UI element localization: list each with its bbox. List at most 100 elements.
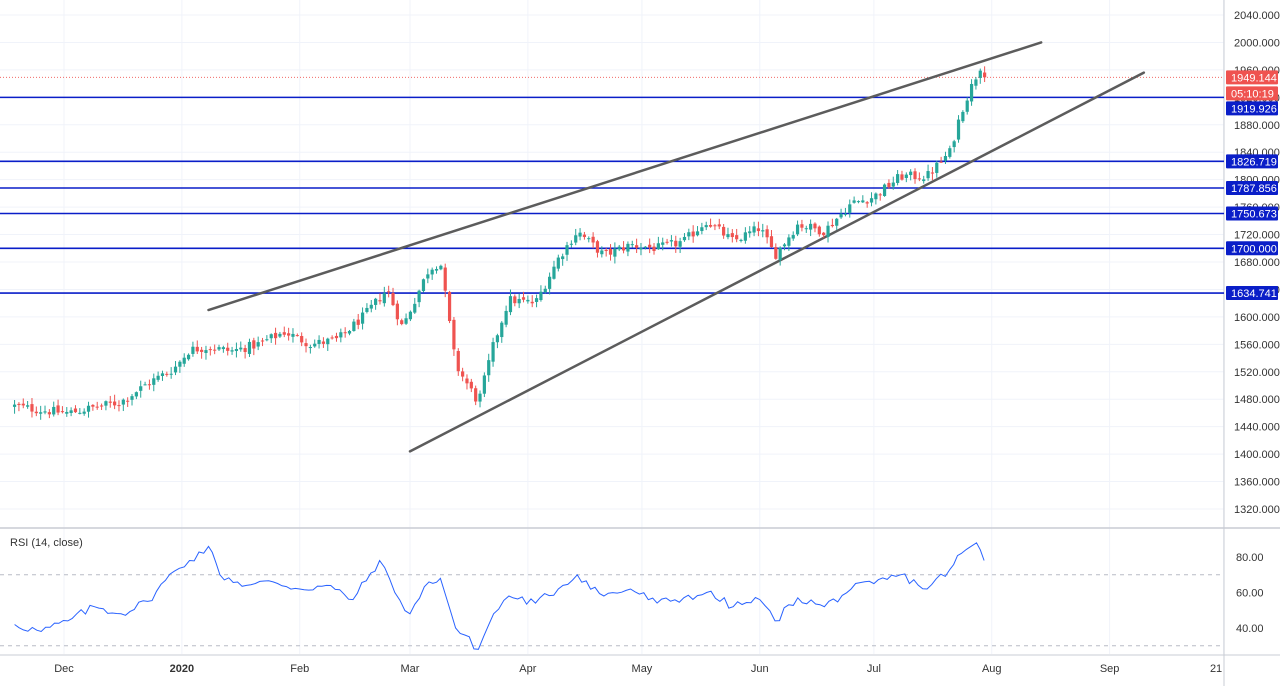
candle bbox=[204, 345, 208, 360]
price-tick-label: 1560.000 bbox=[1234, 339, 1280, 351]
candle bbox=[795, 220, 800, 237]
candle bbox=[126, 397, 130, 407]
level-tag-2: 1787.856 bbox=[1226, 180, 1278, 195]
candle bbox=[595, 239, 600, 258]
candle bbox=[461, 367, 465, 382]
candle bbox=[43, 405, 47, 415]
candle bbox=[252, 337, 256, 356]
candle bbox=[147, 379, 152, 390]
candle bbox=[217, 344, 221, 352]
candle bbox=[843, 207, 848, 217]
candle bbox=[830, 218, 834, 228]
candle bbox=[417, 289, 421, 308]
candle bbox=[382, 286, 386, 307]
candle bbox=[139, 380, 143, 398]
candle bbox=[578, 228, 582, 241]
candle bbox=[569, 240, 573, 248]
candle bbox=[117, 400, 121, 412]
candle bbox=[169, 367, 173, 379]
candle bbox=[608, 244, 613, 261]
candle bbox=[756, 221, 761, 237]
candle bbox=[630, 240, 634, 248]
candle bbox=[334, 332, 339, 342]
date-tick-label: Sep bbox=[1100, 663, 1120, 675]
candle bbox=[869, 192, 874, 207]
candle bbox=[108, 395, 112, 408]
svg-text:1919.926: 1919.926 bbox=[1231, 103, 1277, 115]
candle bbox=[265, 335, 269, 342]
candle bbox=[356, 313, 360, 330]
candle bbox=[935, 160, 939, 178]
price-tick-label: 2040.000 bbox=[1234, 10, 1280, 22]
candle bbox=[861, 195, 865, 203]
svg-text:1634.741: 1634.741 bbox=[1231, 288, 1277, 300]
candle bbox=[643, 246, 647, 250]
candle bbox=[674, 235, 678, 253]
candle bbox=[487, 353, 491, 382]
candle bbox=[347, 329, 352, 336]
candle bbox=[243, 344, 247, 359]
svg-text:1949.144: 1949.144 bbox=[1231, 72, 1277, 84]
candle bbox=[878, 192, 882, 201]
trendline-1[interactable] bbox=[408, 71, 1146, 453]
candle bbox=[917, 172, 921, 182]
candle bbox=[56, 399, 60, 416]
candle bbox=[226, 342, 230, 356]
candle bbox=[778, 246, 782, 266]
svg-text:1787.856: 1787.856 bbox=[1231, 183, 1277, 195]
candle bbox=[652, 243, 656, 255]
candle bbox=[295, 333, 299, 337]
rsi-tick-label: 80.00 bbox=[1236, 552, 1264, 564]
candle bbox=[508, 289, 513, 316]
candle bbox=[213, 344, 217, 355]
candle bbox=[374, 297, 378, 310]
price-tick-label: 1600.000 bbox=[1234, 312, 1280, 324]
candle bbox=[874, 192, 878, 205]
candle bbox=[73, 405, 78, 413]
candle bbox=[804, 225, 808, 233]
candle bbox=[300, 332, 304, 347]
price-tick-label: 1480.000 bbox=[1234, 394, 1280, 406]
candle bbox=[591, 232, 595, 249]
candle bbox=[748, 226, 752, 238]
candle bbox=[404, 313, 408, 325]
candle bbox=[765, 225, 769, 244]
price-tick-label: 1680.000 bbox=[1234, 257, 1280, 269]
candle bbox=[817, 225, 821, 237]
candle bbox=[482, 372, 486, 398]
candle bbox=[983, 66, 987, 83]
candle bbox=[304, 338, 308, 353]
candle bbox=[969, 79, 974, 106]
candle bbox=[156, 371, 160, 382]
candle bbox=[909, 169, 913, 181]
level-tag-0: 1919.926 bbox=[1226, 101, 1278, 116]
trendline-0[interactable] bbox=[207, 41, 1043, 312]
candle bbox=[360, 307, 365, 330]
candle bbox=[726, 227, 730, 240]
candle bbox=[60, 406, 65, 414]
candle bbox=[965, 97, 969, 115]
candle bbox=[743, 227, 747, 244]
candle bbox=[12, 400, 17, 414]
candle bbox=[695, 226, 700, 237]
candle bbox=[556, 254, 560, 272]
candle bbox=[922, 175, 926, 184]
date-tick-label: Mar bbox=[401, 663, 420, 675]
time-axis[interactable]: Dec 2020 Feb Mar Apr May Jun Jul Aug Sep 21 bbox=[54, 663, 1222, 675]
date-tick-label: May bbox=[632, 663, 653, 675]
candle bbox=[208, 346, 212, 356]
candle bbox=[713, 223, 717, 231]
candle bbox=[774, 243, 778, 260]
candle bbox=[539, 285, 543, 302]
rsi-title: RSI (14, close) bbox=[10, 537, 83, 549]
candle bbox=[848, 199, 852, 218]
candle bbox=[543, 285, 547, 294]
candle bbox=[943, 151, 948, 164]
price-tick-label: 1440.000 bbox=[1234, 422, 1280, 434]
candle bbox=[287, 327, 291, 341]
level-tag-3: 1750.673 bbox=[1226, 206, 1278, 221]
candle bbox=[517, 293, 521, 309]
price-tick-label: 1880.000 bbox=[1234, 120, 1280, 132]
